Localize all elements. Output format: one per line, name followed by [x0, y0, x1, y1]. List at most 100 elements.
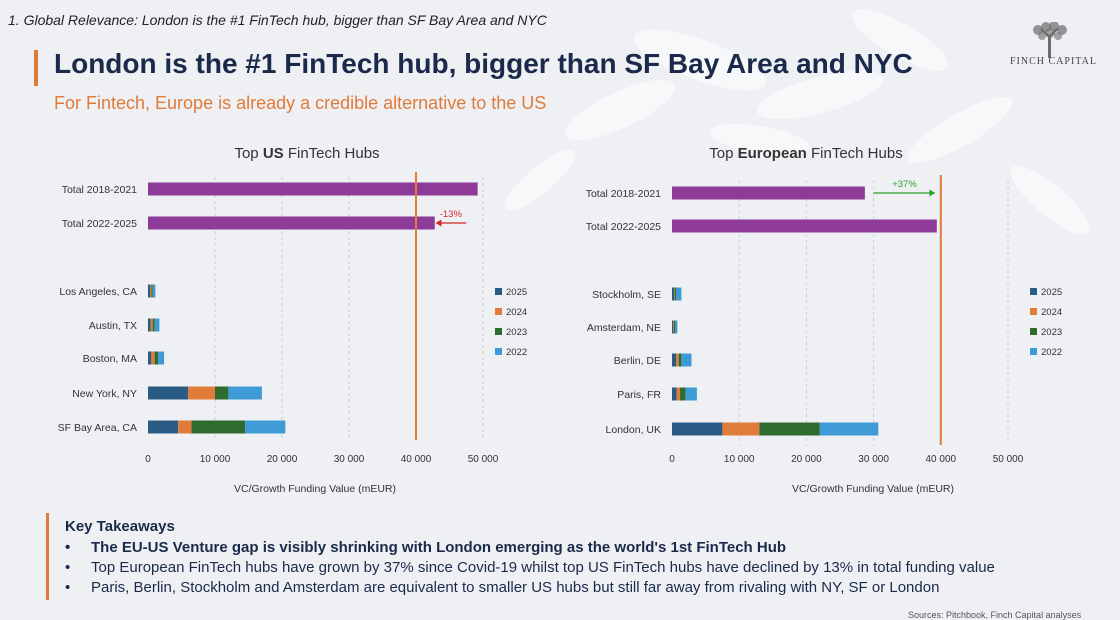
legend-label: 2025 — [506, 287, 527, 298]
takeaway-text-1: The EU-US Venture gap is visibly shrinki… — [91, 539, 787, 556]
bar-segment-2025 — [672, 422, 723, 436]
total-bar — [148, 182, 478, 196]
bar-segment-2024 — [676, 353, 679, 367]
legend-label: 2022 — [506, 347, 527, 358]
bar-segment-2025 — [672, 353, 677, 367]
key-takeaways-title: Key Takeaways — [65, 518, 175, 535]
bar-segment-2023 — [674, 287, 677, 301]
category-label: Stockholm, SE — [592, 289, 661, 301]
bar-segment-2024 — [676, 387, 681, 401]
legend-swatch-2024 — [1030, 308, 1037, 315]
legend-label: 2024 — [1041, 307, 1062, 318]
category-label: Paris, FR — [617, 389, 661, 401]
bar-segment-2023 — [191, 420, 246, 434]
x-tick-label: 0 — [145, 454, 151, 465]
chart-title-prefix: Top — [234, 145, 262, 162]
takeaway-item-2: • Top European FinTech hubs have grown by… — [65, 559, 995, 576]
key-takeaways-box: Key Takeaways • The EU-US Venture gap is … — [46, 513, 1099, 600]
bar-segment-2023 — [151, 284, 153, 298]
bar-segment-2022 — [676, 287, 682, 301]
annotation-label: +37% — [892, 179, 917, 190]
category-label: SF Bay Area, CA — [58, 422, 137, 434]
bar-segment-2024 — [673, 320, 675, 334]
bar-segment-2023 — [680, 387, 686, 401]
bar-segment-2022 — [152, 284, 156, 298]
x-axis-label: VC/Growth Funding Value (mEUR) — [792, 483, 954, 495]
total-bar — [672, 219, 937, 233]
chart-title: Top US FinTech Hubs — [234, 145, 379, 162]
chart-title-bold: US — [263, 145, 284, 162]
european-fintech-hubs-chart: Top European FinTech Hubs 0 10 000 20 000 30… — [586, 145, 1062, 495]
legend-swatch-2023 — [495, 328, 502, 335]
page-subtitle: For Fintech, Europe is already a credibl… — [54, 93, 547, 113]
x-axis-label: VC/Growth Funding Value (mEUR) — [234, 483, 396, 495]
bar-segment-2022 — [681, 353, 692, 367]
bullet: • — [65, 539, 71, 556]
category-label: Total 2022-2025 — [586, 221, 661, 233]
bar-segment-2024 — [188, 386, 215, 400]
bar-segment-2025 — [672, 387, 677, 401]
bar-segment-2024 — [722, 422, 760, 436]
bar-segment-2023 — [152, 318, 155, 332]
takeaway-item-3: • Paris, Berlin, Stockholm and Amsterdam … — [65, 579, 939, 596]
category-label: London, UK — [606, 424, 661, 436]
x-tick-label: 0 — [669, 454, 675, 465]
category-label: Total 2018-2021 — [586, 188, 661, 200]
legend-label: 2023 — [1041, 327, 1062, 338]
bar-segment-2022 — [158, 351, 165, 365]
annotation-arrowhead — [929, 189, 936, 197]
legend-label: 2025 — [1041, 287, 1062, 298]
legend-swatch-2025 — [495, 288, 502, 295]
bar-segment-2025 — [672, 287, 675, 301]
bar-segment-2024 — [674, 287, 675, 301]
bar-segment-2025 — [148, 284, 151, 298]
category-label: Austin, TX — [89, 320, 137, 332]
bar-segment-2023 — [215, 386, 229, 400]
takeaway-item-1: • The EU-US Venture gap is visibly shrink… — [65, 539, 786, 556]
bar-segment-2025 — [148, 420, 179, 434]
chart-title: Top European FinTech Hubs — [709, 145, 902, 162]
bar-segment-2023 — [759, 422, 820, 436]
category-label: New York, NY — [72, 388, 137, 400]
bar-segment-2024 — [151, 351, 155, 365]
bar-segment-2024 — [178, 420, 192, 434]
legend-swatch-2023 — [1030, 328, 1037, 335]
legend-swatch-2025 — [1030, 288, 1037, 295]
source-note: Sources: Pitchbook, Finch Capital analys… — [908, 610, 1082, 620]
legend-swatch-2022 — [495, 348, 502, 355]
bar-segment-2022 — [154, 318, 160, 332]
bullet: • — [65, 579, 71, 596]
page-title: London is the #1 FinTech hub, bigger tha… — [54, 48, 913, 79]
category-label: Los Angeles, CA — [59, 286, 137, 298]
x-tick-label: 30 000 — [858, 454, 889, 465]
legend-label: 2022 — [1041, 347, 1062, 358]
bar-segment-2023 — [674, 320, 676, 334]
bar-segment-2024 — [150, 284, 152, 298]
bar-segment-2022 — [228, 386, 262, 400]
us-fintech-hubs-chart: Top US FinTech Hubs 0 10 000 20 000 30 000 40… — [58, 145, 528, 495]
x-tick-label: 40 000 — [401, 454, 432, 465]
category-label: Berlin, DE — [614, 355, 661, 367]
bar-segment-2023 — [154, 351, 159, 365]
chart-title-prefix: Top — [709, 145, 737, 162]
bar-segment-2022 — [245, 420, 286, 434]
takeaway-text-2: Top European FinTech hubs have grown by … — [91, 559, 995, 576]
x-tick-label: 10 000 — [200, 454, 231, 465]
bar-segment-2022 — [819, 422, 879, 436]
category-label: Total 2022-2025 — [62, 218, 137, 230]
bar-segment-2025 — [672, 320, 674, 334]
total-bar — [148, 216, 435, 230]
annotation-label: -13% — [440, 209, 463, 220]
bar-segment-2025 — [148, 386, 189, 400]
legend-label: 2023 — [506, 327, 527, 338]
annotation-arrowhead — [435, 219, 442, 227]
chart-title-suffix: FinTech Hubs — [284, 145, 380, 162]
bar-segment-2022 — [675, 320, 678, 334]
x-tick-label: 40 000 — [926, 454, 957, 465]
bar-segment-2023 — [678, 353, 682, 367]
chart-title-bold: European — [738, 145, 807, 162]
category-label: Boston, MA — [83, 353, 137, 365]
bar-segment-2022 — [685, 387, 697, 401]
tree-logo-icon — [1033, 22, 1067, 58]
